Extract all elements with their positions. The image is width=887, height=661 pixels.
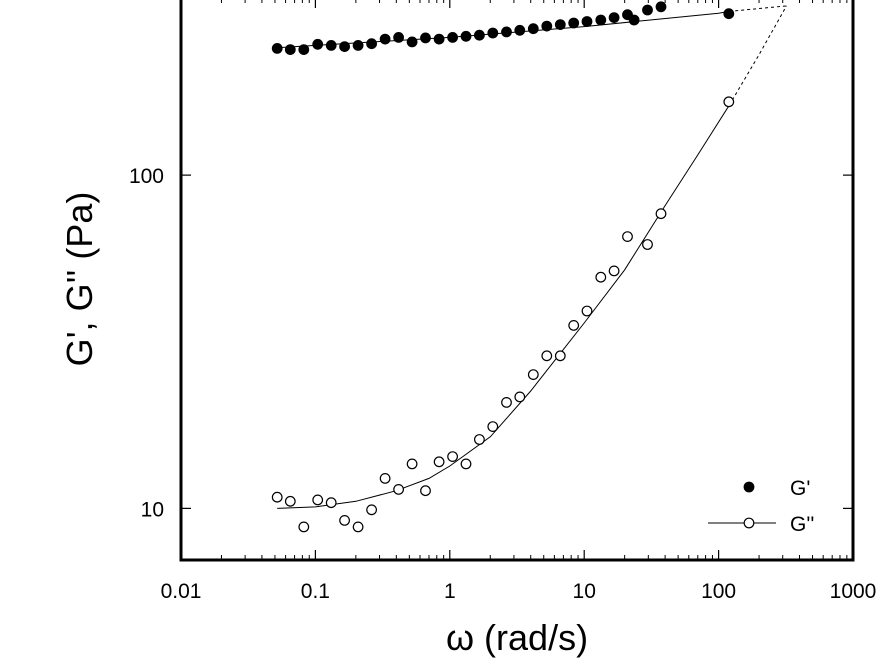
g-prime-point-14: [460, 30, 472, 42]
legend-marker-g-double-prime: [743, 517, 755, 529]
g-prime-point-10: [406, 36, 418, 48]
g-prime-point-1: [284, 44, 296, 55]
g-prime-point-24: [595, 14, 607, 26]
x-tick-label-2: 1: [444, 580, 456, 603]
g-prime-point-2: [298, 44, 310, 55]
g-prime-point-13: [447, 32, 459, 43]
g-double-prime-point-11: [420, 485, 431, 497]
g-double-prime-point-18: [514, 391, 526, 403]
legend-label-g-prime: G': [790, 477, 810, 500]
fit-extrapolation-series-0: [729, 5, 787, 12]
g-double-prime-point-20: [541, 350, 553, 362]
g-double-prime-point-13: [447, 451, 459, 463]
g-double-prime-point-22: [568, 320, 580, 331]
g-double-prime-point-1: [284, 495, 296, 507]
g-prime-point-27: [628, 14, 640, 26]
g-double-prime-point-27: [642, 239, 653, 250]
g-double-prime-point-3: [312, 494, 324, 506]
y-axis-title: G', G'' (Pa): [59, 192, 100, 367]
fit-line-series-1: [277, 105, 730, 509]
x-axis-title: ω (rad/s): [446, 617, 588, 658]
g-prime-point-4: [325, 40, 337, 51]
ticks-layer: 0.01 0.1 1 10 100 1000 10 100: [129, 0, 876, 603]
g-prime-point-18: [514, 24, 526, 36]
g-double-prime-point-24: [595, 271, 607, 283]
g-double-prime-point-16: [487, 421, 499, 433]
x-tick-label-1: 0.1: [301, 580, 330, 603]
y-tick-label-1: 100: [129, 165, 164, 188]
g-prime-point-29: [655, 1, 667, 13]
g-prime-point-22: [568, 17, 580, 29]
g-double-prime-point-6: [352, 521, 364, 533]
g-double-prime-point-0: [271, 491, 283, 503]
g-prime-point-16: [487, 27, 499, 39]
g-prime-point-8: [379, 33, 391, 45]
fit-lines: [277, 5, 787, 509]
g-prime-point-12: [433, 33, 445, 45]
g-prime-point-17: [501, 26, 512, 38]
g-prime-point-3: [312, 38, 324, 50]
g-prime-point-30: [723, 8, 735, 20]
g-double-prime-point-8: [379, 473, 391, 484]
plot-frame: [179, 0, 855, 562]
fit-extrapolation-series-1: [728, 5, 787, 106]
data-points: [271, 1, 735, 533]
g-prime-point-11: [420, 32, 431, 44]
g-double-prime-point-28: [655, 208, 667, 220]
g-double-prime-point-21: [554, 350, 566, 362]
g-double-prime-point-17: [501, 397, 512, 408]
g-prime-point-6: [352, 40, 364, 51]
g-double-prime-point-2: [298, 521, 310, 533]
g-prime-point-15: [474, 29, 485, 41]
g-double-prime-point-19: [527, 369, 539, 381]
g-double-prime-point-12: [433, 456, 445, 468]
g-double-prime-point-29: [723, 96, 735, 108]
g-double-prime-point-15: [474, 434, 485, 445]
g-double-prime-point-23: [581, 305, 593, 317]
g-double-prime-point-7: [366, 504, 378, 516]
g-double-prime-point-5: [339, 515, 351, 526]
y-tick-label-0: 10: [141, 498, 164, 521]
legend-marker-g-prime: [743, 481, 755, 493]
g-prime-point-5: [339, 41, 351, 52]
g-double-prime-point-10: [406, 458, 418, 470]
g-prime-point-0: [271, 43, 283, 54]
x-tick-label-4: 100: [701, 580, 736, 603]
legend: G' G'': [708, 477, 814, 536]
g-prime-point-20: [541, 20, 553, 32]
g-prime-point-25: [608, 12, 620, 24]
g-prime-point-9: [393, 32, 405, 43]
x-tick-label-3: 10: [573, 580, 596, 603]
g-double-prime-point-25: [608, 265, 620, 277]
g-prime-point-19: [527, 23, 539, 35]
g-double-prime-point-26: [622, 231, 633, 243]
g-double-prime-point-14: [460, 458, 472, 470]
g-prime-point-28: [642, 4, 653, 16]
g-double-prime-point-4: [325, 497, 337, 509]
g-prime-point-7: [366, 38, 378, 50]
legend-label-g-double-prime: G'': [790, 513, 814, 536]
g-prime-point-21: [554, 19, 566, 30]
x-tick-label-5: 1000: [830, 580, 877, 603]
g-prime-point-23: [581, 16, 593, 27]
g-double-prime-point-9: [393, 484, 405, 495]
x-tick-label-0: 0.01: [161, 580, 202, 603]
